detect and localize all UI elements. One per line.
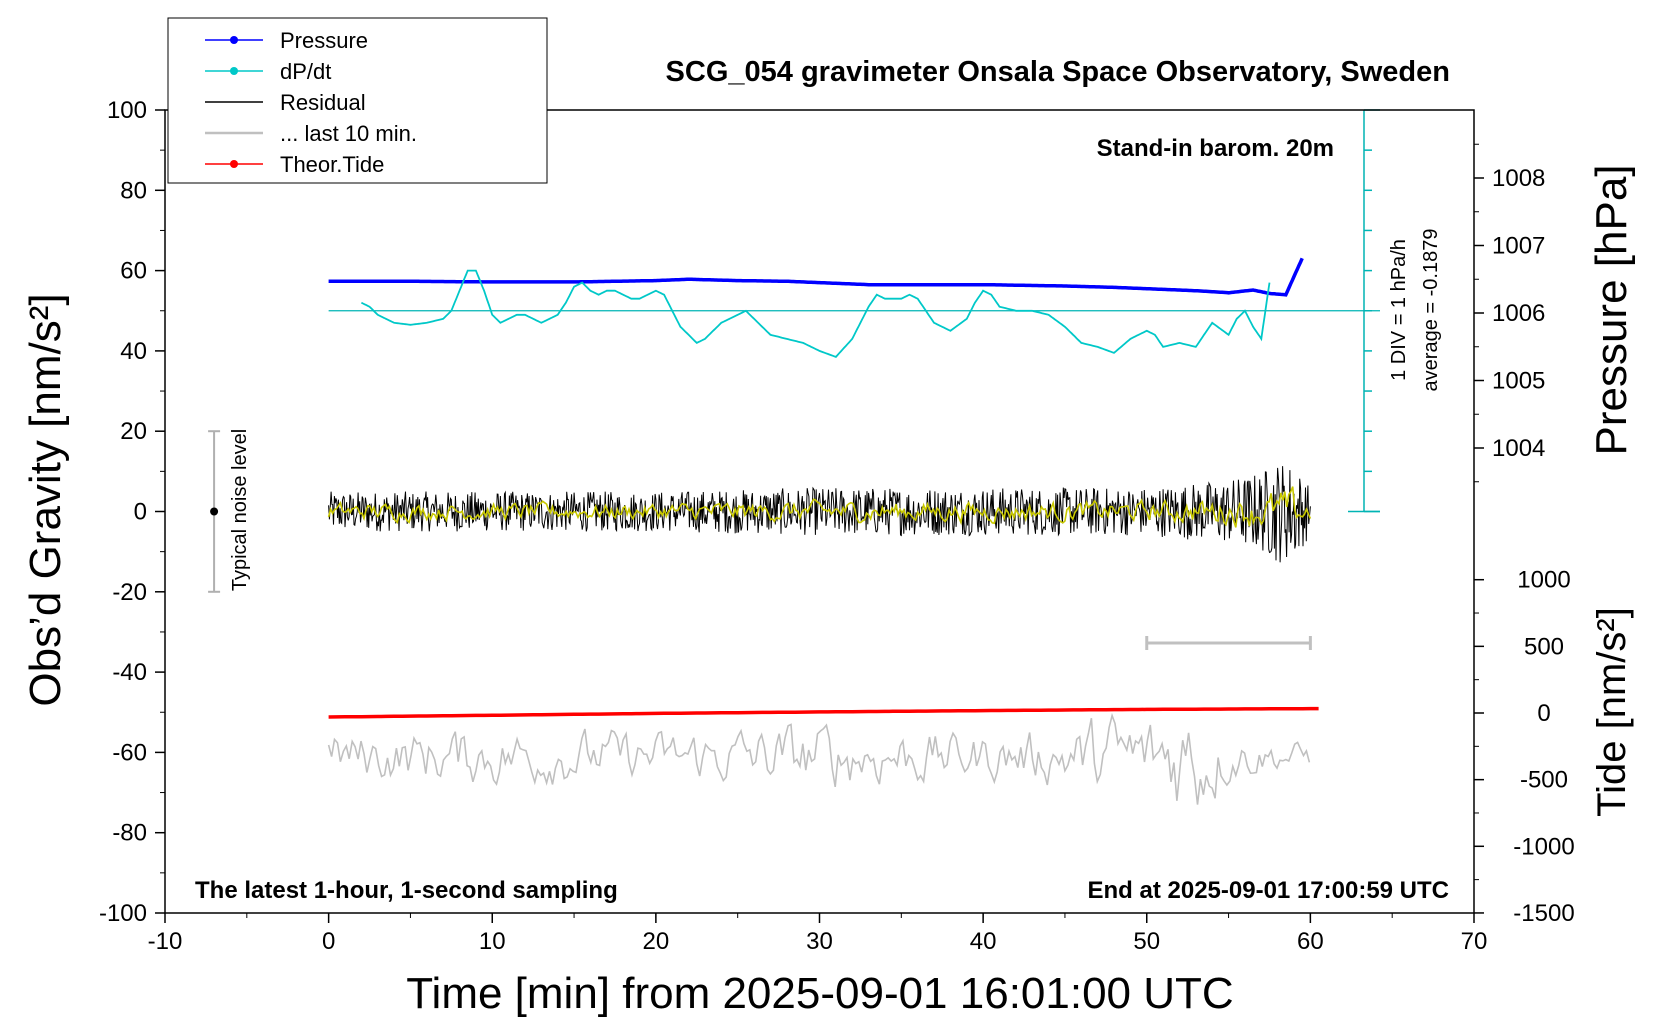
legend-label: ... last 10 min.	[280, 121, 417, 146]
axes: -10 0 10 20 30 40 50 60 70-100-80-60-40-20020406…	[99, 97, 1575, 955]
tide-tick-label: 500	[1524, 633, 1564, 660]
y-tick-label: -60	[112, 739, 147, 766]
x-tick-label: 40	[970, 928, 997, 955]
legend-entries: Pressure dP/dt Residual ... last 10 min. The…	[205, 28, 417, 177]
legend-box	[167, 17, 548, 184]
end-annotation: End at 2025-09-01 17:00:59 UTC	[1088, 877, 1450, 904]
y-axis-left-title: Obs’d Gravity [nm/s²]	[21, 293, 70, 706]
pressure-tick-label: 1005	[1492, 368, 1545, 395]
y-tick-label: 100	[107, 97, 147, 124]
x-tick-label: 20	[643, 928, 670, 955]
y-tick-label: -20	[112, 579, 147, 606]
pressure-tick-label: 1006	[1492, 300, 1545, 327]
tide-tick-label: -1000	[1513, 833, 1574, 860]
tide-tick-label: -500	[1520, 767, 1568, 794]
x-tick-label: 50	[1133, 928, 1160, 955]
y-tick-label: 20	[120, 418, 147, 445]
legend-label: Theor.Tide	[280, 152, 384, 177]
plot-content	[208, 109, 1380, 805]
legend-label: Pressure	[280, 28, 368, 53]
y-axis-tide-title: Tide [nm/s²]	[1590, 607, 1634, 817]
y-tick-label: -40	[112, 659, 147, 686]
series-pressure-line	[328, 257, 1304, 297]
series-tide-line	[328, 706, 1319, 719]
x-tick-label: 70	[1461, 928, 1488, 955]
series-residual-line	[328, 466, 1311, 563]
chart-title: SCG_054 gravimeter Onsala Space Observat…	[666, 56, 1450, 88]
y-tick-label: -80	[112, 820, 147, 847]
x-tick-label: 30	[806, 928, 833, 955]
noise-level-center	[210, 507, 219, 516]
legend: Pressure dP/dt Residual ... last 10 min. The…	[167, 17, 548, 184]
tide-tick-label: 1000	[1517, 567, 1570, 594]
x-tick-label: 0	[322, 928, 335, 955]
tide-tick-label: 0	[1537, 700, 1550, 727]
series-dpdt-line	[360, 269, 1271, 358]
x-tick-label: -10	[148, 928, 183, 955]
series-residual-smoothed-line	[327, 486, 1312, 528]
tide-tick-label: -1500	[1513, 900, 1574, 927]
legend-marker	[230, 160, 238, 168]
noise-annotation: Typical noise level	[229, 429, 251, 591]
y-axis-pressure-title: Pressure [hPa]	[1587, 164, 1636, 455]
y-tick-label: -100	[99, 900, 147, 927]
barometer-annotation: Stand-in barom. 20m	[1097, 135, 1334, 162]
x-tick-label: 60	[1297, 928, 1324, 955]
y-tick-label: 40	[120, 338, 147, 365]
pressure-tick-label: 1008	[1492, 165, 1545, 192]
legend-marker	[230, 67, 238, 75]
latest-annotation: The latest 1-hour, 1-second sampling	[195, 877, 618, 904]
x-axis-title: Time [min] from 2025-09-01 16:01:00 UTC	[406, 969, 1233, 1018]
pressure-tick-label: 1007	[1492, 233, 1545, 260]
y-tick-label: 80	[120, 177, 147, 204]
y-tick-label: 0	[134, 499, 147, 526]
legend-label: dP/dt	[280, 59, 331, 84]
average-annotation: average = -0.1879	[1420, 229, 1442, 392]
x-tick-label: 10	[479, 928, 506, 955]
div-annotation: 1 DIV = 1 hPa/h	[1388, 239, 1410, 381]
series-last10min-line	[327, 712, 1311, 805]
legend-label: Residual	[280, 90, 366, 115]
y-tick-label: 60	[120, 258, 147, 285]
legend-marker	[230, 36, 238, 44]
pressure-tick-label: 1004	[1492, 435, 1545, 462]
